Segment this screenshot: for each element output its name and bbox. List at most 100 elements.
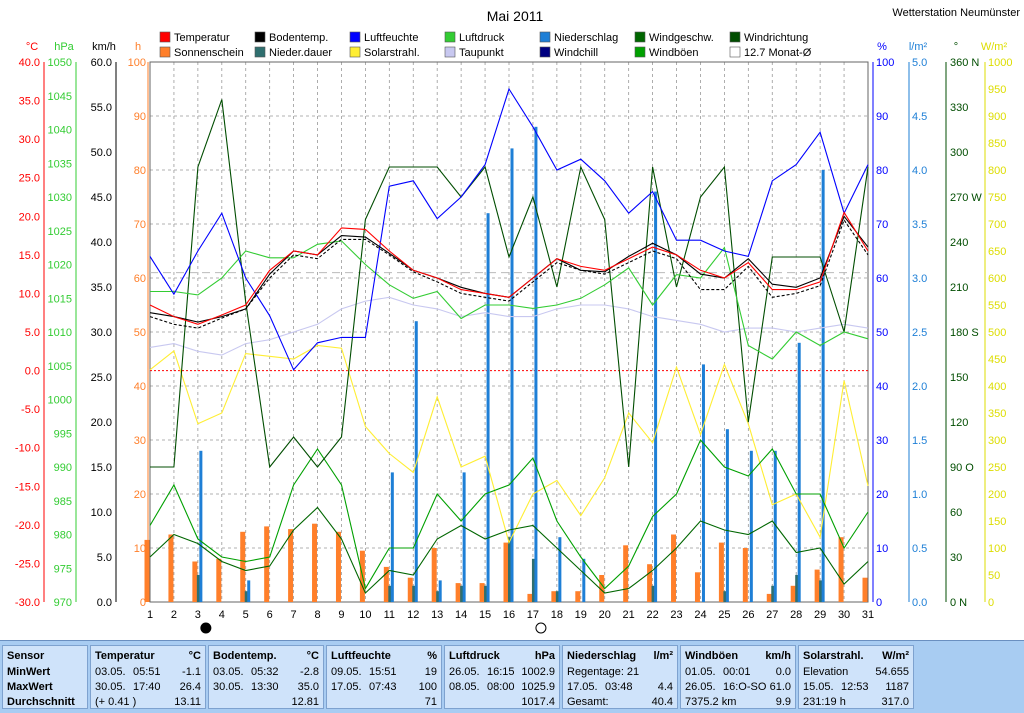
stats-cell-c: 19	[424, 666, 437, 678]
stats-cell-c: 0.0	[775, 666, 791, 678]
h-tick-label: 100	[128, 57, 146, 69]
temp-tick-label: -15.0	[15, 481, 40, 493]
bar-niederschlag	[199, 450, 203, 602]
stats-cell-c: 1017.4	[521, 696, 555, 708]
series-line-windrichtung	[150, 99, 869, 469]
stats-header: Luftfeuchte%	[331, 648, 437, 664]
stats-row: 7375.2 km 9.9	[685, 694, 791, 710]
stats-cell-a: Gesamt:	[567, 696, 609, 708]
bar-niederdauer	[819, 580, 824, 602]
x-tick-label: 29	[814, 609, 826, 621]
x-tick-label: 28	[790, 609, 802, 621]
series-line-taupunkt	[149, 296, 869, 356]
kmh-tick-label: 45.0	[91, 192, 112, 204]
lm2-tick-label: 5.0	[912, 57, 927, 69]
stats-cell-a: Regentage: 21	[567, 666, 640, 678]
stats-title: Bodentemp.	[213, 650, 277, 662]
wm2-unit-label: W/m²	[981, 41, 1008, 53]
series-line-temperatur	[149, 211, 869, 325]
stats-box-3: Luftfeuchte% 09.05. 15:51 19 17.05. 07:43 100 7…	[326, 645, 442, 709]
stats-cell-a: 26.05.	[449, 666, 480, 678]
kmh-tick-label: 30.0	[91, 327, 112, 339]
x-tick-label: 1	[147, 609, 153, 621]
bar-niederdauer	[651, 585, 656, 602]
hpa-tick-label: 1025	[48, 226, 72, 238]
hpa-tick-label: 995	[54, 428, 72, 440]
bar-niederdauer	[795, 575, 800, 602]
bar-sonnenschein	[192, 561, 198, 602]
legend-swatch	[539, 46, 551, 58]
stats-title: Niederschlag	[567, 650, 637, 662]
bar-sonnenschein	[551, 591, 557, 602]
legend-label: Bodentemp.	[269, 32, 328, 44]
wm2-tick-label: 250	[988, 462, 1006, 474]
bar-sonnenschein	[790, 585, 796, 602]
deg-tick-label: 150	[950, 372, 968, 384]
legend-label: Luftdruck	[459, 32, 505, 44]
x-tick-label: 6	[267, 609, 273, 621]
kmh-tick-label: 10.0	[91, 507, 112, 519]
wm2-tick-label: 750	[988, 192, 1006, 204]
h-tick-label: 80	[134, 165, 146, 177]
hpa-tick-label: 1015	[48, 293, 72, 305]
bar-niederdauer	[436, 591, 441, 602]
deg-tick-label: 360 N	[950, 57, 979, 69]
wm2-tick-label: 200	[988, 489, 1006, 501]
stats-box-4: Luftdruck hPa 26.05. 16:15 1002.9 08.05. 08:00…	[444, 645, 560, 709]
stats-cell-a: 01.05.	[685, 666, 716, 678]
x-tick-label: 15	[479, 609, 491, 621]
bar-sonnenschein	[288, 529, 294, 602]
stats-unit: %	[427, 650, 437, 662]
h-tick-label: 90	[134, 111, 146, 123]
temp-tick-label: 30.0	[19, 134, 40, 146]
wm2-tick-label: 400	[988, 381, 1006, 393]
statistics-panel: Sensor MinWert MaxWert Durchschnitt Temperat…	[0, 640, 1024, 713]
hpa-tick-label: 1040	[48, 125, 72, 137]
bar-sonnenschein	[814, 569, 820, 602]
x-tick-label: 10	[359, 609, 371, 621]
stats-cell-a: 03.05.	[213, 666, 244, 678]
series-line-luftdruck	[150, 240, 869, 360]
legend-label: Windrichtung	[744, 32, 808, 44]
bar-sonnenschein	[742, 548, 748, 602]
kmh-tick-label: 20.0	[91, 417, 112, 429]
bar-niederschlag	[438, 580, 442, 602]
stats-box-2: Bodentemp. °C 03.05. 05:32 -2.8 30.05. 13:30 35…	[208, 645, 324, 709]
bar-niederschlag	[582, 558, 586, 602]
stats-cell-c: 4.4	[657, 681, 673, 693]
bar-sonnenschein	[431, 548, 437, 602]
temp-tick-label: 20.0	[19, 211, 40, 223]
stats-row: 30.05. 13:30 35.0	[213, 679, 319, 695]
hpa-tick-label: 990	[54, 462, 72, 474]
x-tick-label: 11	[384, 609, 395, 621]
series-line-windchill	[149, 218, 869, 329]
legend-swatch	[634, 31, 646, 43]
bar-niederschlag	[486, 213, 490, 602]
wm2-tick-label: 50	[988, 570, 1000, 582]
x-tick-label: 3	[195, 609, 201, 621]
bar-sonnenschein	[312, 523, 318, 602]
stats-cell-a: 03.05.	[95, 666, 126, 678]
stats-cell-b: 16:O-SO	[723, 681, 767, 693]
bar-niederschlag	[725, 429, 729, 602]
stats-row: Durchschnitt	[7, 694, 83, 710]
bar-sonnenschein	[503, 542, 509, 602]
hpa-tick-label: 985	[54, 496, 72, 508]
bar-sonnenschein	[599, 575, 605, 602]
stats-box-1: Temperatur °C 03.05. 05:51 -1.1 30.05. 17:40 26…	[90, 645, 206, 709]
bar-sonnenschein	[240, 531, 246, 602]
bar-sonnenschein	[647, 564, 653, 602]
stats-row: 12.81	[213, 694, 319, 710]
stats-cell-b: 17:40	[133, 681, 161, 693]
temp-tick-label: 5.0	[25, 327, 40, 339]
hpa-tick-label: 1045	[48, 91, 72, 103]
kmh-tick-label: 35.0	[91, 282, 112, 294]
stats-unit: °C	[306, 650, 319, 662]
lm2-tick-label: 2.0	[912, 381, 927, 393]
bar-sonnenschein	[671, 534, 677, 602]
lm2-tick-label: 1.5	[912, 435, 927, 447]
stats-cell-a: 08.05.	[449, 681, 480, 693]
stats-row: 17.05. 03:48 4.4	[567, 679, 673, 695]
stats-box-5: Niederschlag l/m² Regentage: 21 17.05. 03:48…	[562, 645, 678, 709]
stats-row: MinWert	[7, 664, 83, 680]
